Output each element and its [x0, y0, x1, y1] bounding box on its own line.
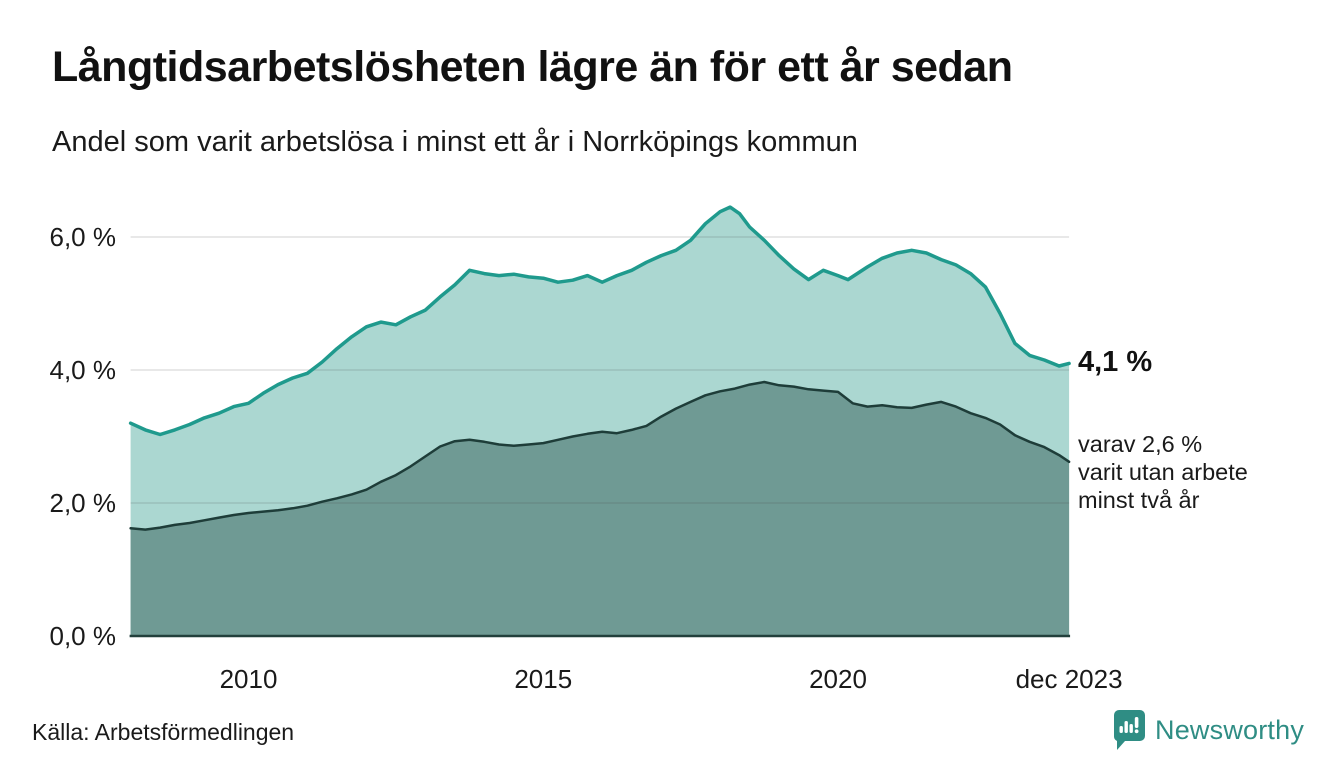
exclamation-dot	[1134, 729, 1139, 734]
bar-chart-glyph	[1119, 717, 1139, 734]
series-line-2	[129, 380, 1071, 531]
secondary-annotation-line2: varit utan arbete	[1078, 459, 1248, 485]
x-tick-label-2020: 2020	[809, 664, 867, 694]
series-area-1	[130, 207, 1070, 636]
y-tick-label-6: 6,0 %	[49, 222, 117, 252]
series-line-1	[128, 205, 1071, 437]
y-tick-label-4: 4,0 %	[49, 355, 117, 385]
secondary-annotation: varav 2,6 % varit utan arbete minst två …	[1078, 430, 1248, 514]
x-tick-label-2010: 2010	[219, 664, 278, 694]
latest-value-annotation: 4,1 %	[1078, 346, 1153, 378]
newsworthy-logo[interactable]: Newsworthy	[1113, 705, 1304, 755]
series-area-2	[130, 382, 1070, 636]
source-credit: Källa: Arbetsförmedlingen	[32, 719, 295, 745]
newsworthy-logo-text: Newsworthy	[1155, 714, 1305, 745]
x-tick-label-dec-2023: dec 2023	[1015, 664, 1123, 694]
y-tick-label-2: 2,0 %	[49, 488, 117, 518]
page-title: Långtidsarbetslösheten lägre än för ett …	[52, 43, 1013, 91]
secondary-annotation-line1: varav 2,6 %	[1078, 431, 1203, 457]
y-tick-label-0: 0,0 %	[49, 621, 117, 651]
secondary-annotation-line3: minst två år	[1078, 487, 1200, 513]
newsworthy-logo-icon	[1114, 710, 1145, 750]
chart-subtitle: Andel som varit arbetslösa i minst ett å…	[52, 126, 858, 158]
x-tick-label-2015: 2015	[514, 664, 573, 694]
